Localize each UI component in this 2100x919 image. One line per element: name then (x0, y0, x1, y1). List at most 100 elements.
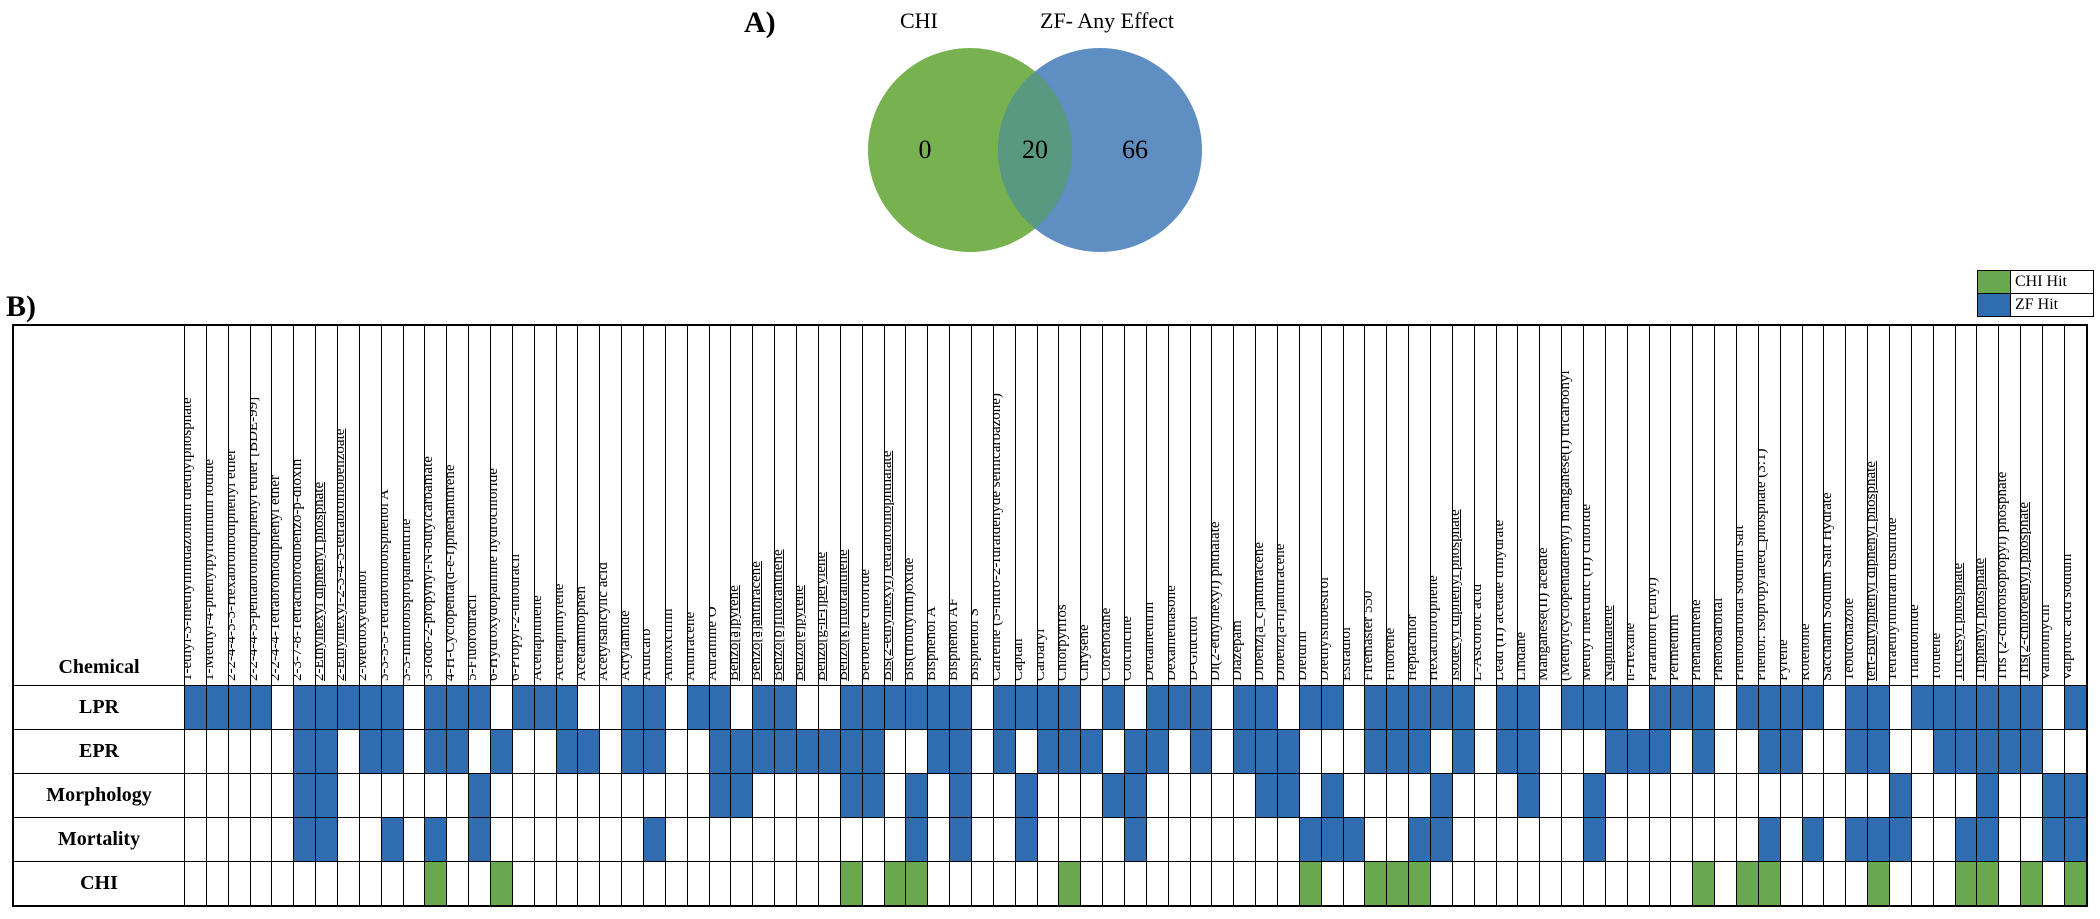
cell (1125, 730, 1147, 773)
column-header-label: Permethrin (1671, 614, 1681, 681)
column-header: Estradiol (1344, 326, 1366, 685)
cell (1912, 730, 1934, 773)
cell (557, 818, 579, 861)
cell (2043, 862, 2065, 905)
column-header: 2-2-4-4-5-5-Hexabromodiphenyl ether (229, 326, 251, 685)
cell (1256, 730, 1278, 773)
column-header-label: Tris(2-chloroethyl) phosphate (2021, 502, 2031, 681)
cell (1540, 730, 1562, 773)
column-header-label: 2-3-7-8-Tetrachlorodibenzo-p-dioxin (294, 459, 304, 681)
cell (1300, 730, 1322, 773)
cell (1344, 818, 1366, 861)
cell (1606, 818, 1628, 861)
cell (666, 774, 688, 817)
row-cells (185, 730, 2086, 773)
cell (2065, 686, 2086, 729)
column-header: (Methyl​cyclopentadienyl) manganese(I) t… (1562, 326, 1584, 685)
cell (316, 774, 338, 817)
column-header-label: Amoxicillin (666, 609, 676, 682)
cell (994, 730, 1016, 773)
cell (1606, 686, 1628, 729)
column-header: Phenobarbital sodium salt (1737, 326, 1759, 685)
cell (885, 774, 907, 817)
cell (1934, 730, 1956, 773)
column-header: Benzo[e]pyrene (797, 326, 819, 685)
column-header-label: Dibenz[a-h]anthracene (1278, 544, 1288, 681)
heatmap-header-row: Chemical 1-ethyl-3-methylimidazolium die… (14, 326, 2086, 686)
cell (1562, 774, 1584, 817)
cell (1562, 862, 1584, 905)
column-header-label: Di(2-ethylhexyl) phthalate (1212, 521, 1222, 681)
venn-right-label: ZF- Any Effect (1040, 8, 1174, 34)
legend-label: ZF Hit (2011, 296, 2058, 314)
column-header-label: Benzo[b]fluoranthene (775, 549, 785, 681)
column-header-label: tert-Butylphenyl diphenyl phosphate (1868, 461, 1878, 681)
cell (1475, 862, 1497, 905)
cell (1103, 862, 1125, 905)
cell (382, 862, 404, 905)
cell (1868, 818, 1890, 861)
cell (1650, 774, 1672, 817)
cell (1322, 730, 1344, 773)
column-header-label: L-Ascorbic acid (1475, 584, 1485, 681)
column-header-label: Naphthalene (1606, 605, 1616, 681)
table-row: CHI (14, 862, 2086, 905)
cell (207, 862, 229, 905)
cell (425, 818, 447, 861)
cell (753, 862, 775, 905)
row-cells (185, 862, 2086, 905)
cell (272, 862, 294, 905)
column-header-label: 1-Methyl-4-phenylpyridinium iodide (207, 459, 217, 681)
cell (1562, 730, 1584, 773)
cell (1650, 730, 1672, 773)
column-header-label: Phenobarbital sodium salt (1737, 525, 1747, 681)
cell (1934, 818, 1956, 861)
cell (1125, 774, 1147, 817)
cell (404, 862, 426, 905)
cell (1912, 774, 1934, 817)
cell (1169, 774, 1191, 817)
cell (1715, 862, 1737, 905)
cell (1081, 686, 1103, 729)
column-header-label: Lead (II) acetate trihydrate (1497, 520, 1507, 681)
column-header: 3-3-5-5-Tetrabromobisphenol A (382, 326, 404, 685)
cell (797, 774, 819, 817)
cell (1125, 686, 1147, 729)
cell (731, 774, 753, 817)
cell (600, 686, 622, 729)
column-header: Benzo[k]fluoranthene (841, 326, 863, 685)
cell (338, 774, 360, 817)
cell (294, 686, 316, 729)
venn-left-label: CHI (900, 8, 938, 34)
column-header-label: Auramine O (710, 606, 720, 681)
cell (1365, 774, 1387, 817)
cell (1322, 774, 1344, 817)
column-header: Auramine O (710, 326, 732, 685)
cell (382, 686, 404, 729)
column-header: Dieldrin (1300, 326, 1322, 685)
column-header-label: 3-3-Iminobispropanenitrile (404, 519, 414, 681)
cell (1671, 862, 1693, 905)
cell (906, 774, 928, 817)
cell (1322, 818, 1344, 861)
cell (644, 818, 666, 861)
cell (185, 730, 207, 773)
cell (578, 730, 600, 773)
column-header: Dexamethasone (1169, 326, 1191, 685)
cell (316, 686, 338, 729)
cell (666, 686, 688, 729)
cell (644, 730, 666, 773)
cell (1934, 774, 1956, 817)
cell (863, 818, 885, 861)
column-header-label: Phenol: isopropylated_phosphate (3:1) (1759, 449, 1769, 681)
cell (863, 686, 885, 729)
cell (819, 730, 841, 773)
column-header-label: 2-Ethylhexyl diphenyl phosphate (316, 482, 326, 681)
cell (1169, 686, 1191, 729)
cell (1999, 818, 2021, 861)
legend: CHI HitZF Hit (1977, 270, 2094, 317)
cell (1999, 774, 2021, 817)
cell (710, 686, 732, 729)
cell (1147, 818, 1169, 861)
cell (885, 686, 907, 729)
